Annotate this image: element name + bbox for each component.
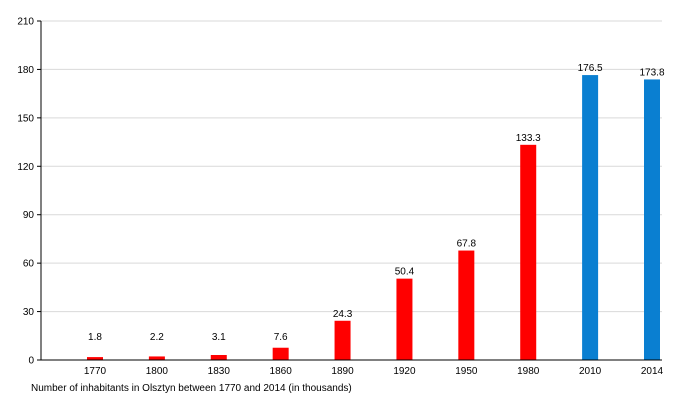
x-tick-label-1830: 1830	[208, 366, 231, 377]
x-tick-label-1920: 1920	[393, 366, 416, 377]
x-axis-ticks: 1770 1800 1830 1860 1890 1920 1950 1980 2010 2014	[84, 366, 664, 377]
y-tick-label: 90	[23, 210, 35, 221]
data-label-1800: 2.2	[150, 332, 164, 343]
bar-1890	[334, 320, 351, 360]
x-tick-label-1800: 1800	[146, 366, 169, 377]
bar-1770	[87, 357, 103, 360]
data-labels: 1.8 2.2 3.1 7.6 24.3 50.4 67.8 133.3 176.5 173.8	[88, 63, 665, 343]
y-tick-label: 180	[17, 65, 34, 76]
data-label-1770: 1.8	[88, 332, 102, 343]
chart-caption: Number of inhabitants in Olsztyn between…	[31, 383, 352, 394]
bar-1800	[148, 356, 165, 360]
data-label-1980: 133.3	[516, 133, 541, 144]
bar-1920	[396, 278, 413, 360]
x-tick-label-1980: 1980	[517, 366, 540, 377]
data-label-1890: 24.3	[333, 309, 353, 320]
y-tick-label: 0	[28, 356, 34, 367]
y-axis-ticks: 0 30 60 90 120 150 180 210	[17, 17, 41, 367]
bar-2010	[582, 75, 599, 360]
bar-1950	[458, 250, 475, 360]
data-label-1920: 50.4	[395, 267, 415, 278]
y-tick-label: 60	[23, 259, 35, 270]
y-tick-label: 30	[23, 307, 35, 318]
x-tick-label-2010: 2010	[579, 366, 602, 377]
x-tick-label-1860: 1860	[270, 366, 293, 377]
x-tick-label-1890: 1890	[331, 366, 354, 377]
data-label-1950: 67.8	[457, 239, 477, 250]
bar-1980	[520, 144, 537, 360]
data-label-1830: 3.1	[212, 332, 226, 343]
y-tick-label: 150	[17, 113, 34, 124]
gridlines	[41, 20, 662, 313]
x-tick-label-1770: 1770	[84, 366, 107, 377]
data-label-1860: 7.6	[274, 332, 288, 343]
y-tick-label: 210	[17, 17, 34, 28]
y-tick-label: 120	[17, 162, 34, 173]
x-tick-label-1950: 1950	[455, 366, 478, 377]
bar-2014	[644, 79, 660, 361]
x-tick-label-2014: 2014	[641, 366, 664, 377]
data-label-2010: 176.5	[578, 63, 603, 74]
bar-1830	[210, 354, 227, 360]
data-label-2014: 173.8	[639, 67, 664, 78]
bars	[87, 75, 660, 361]
bar-1860	[272, 347, 289, 360]
